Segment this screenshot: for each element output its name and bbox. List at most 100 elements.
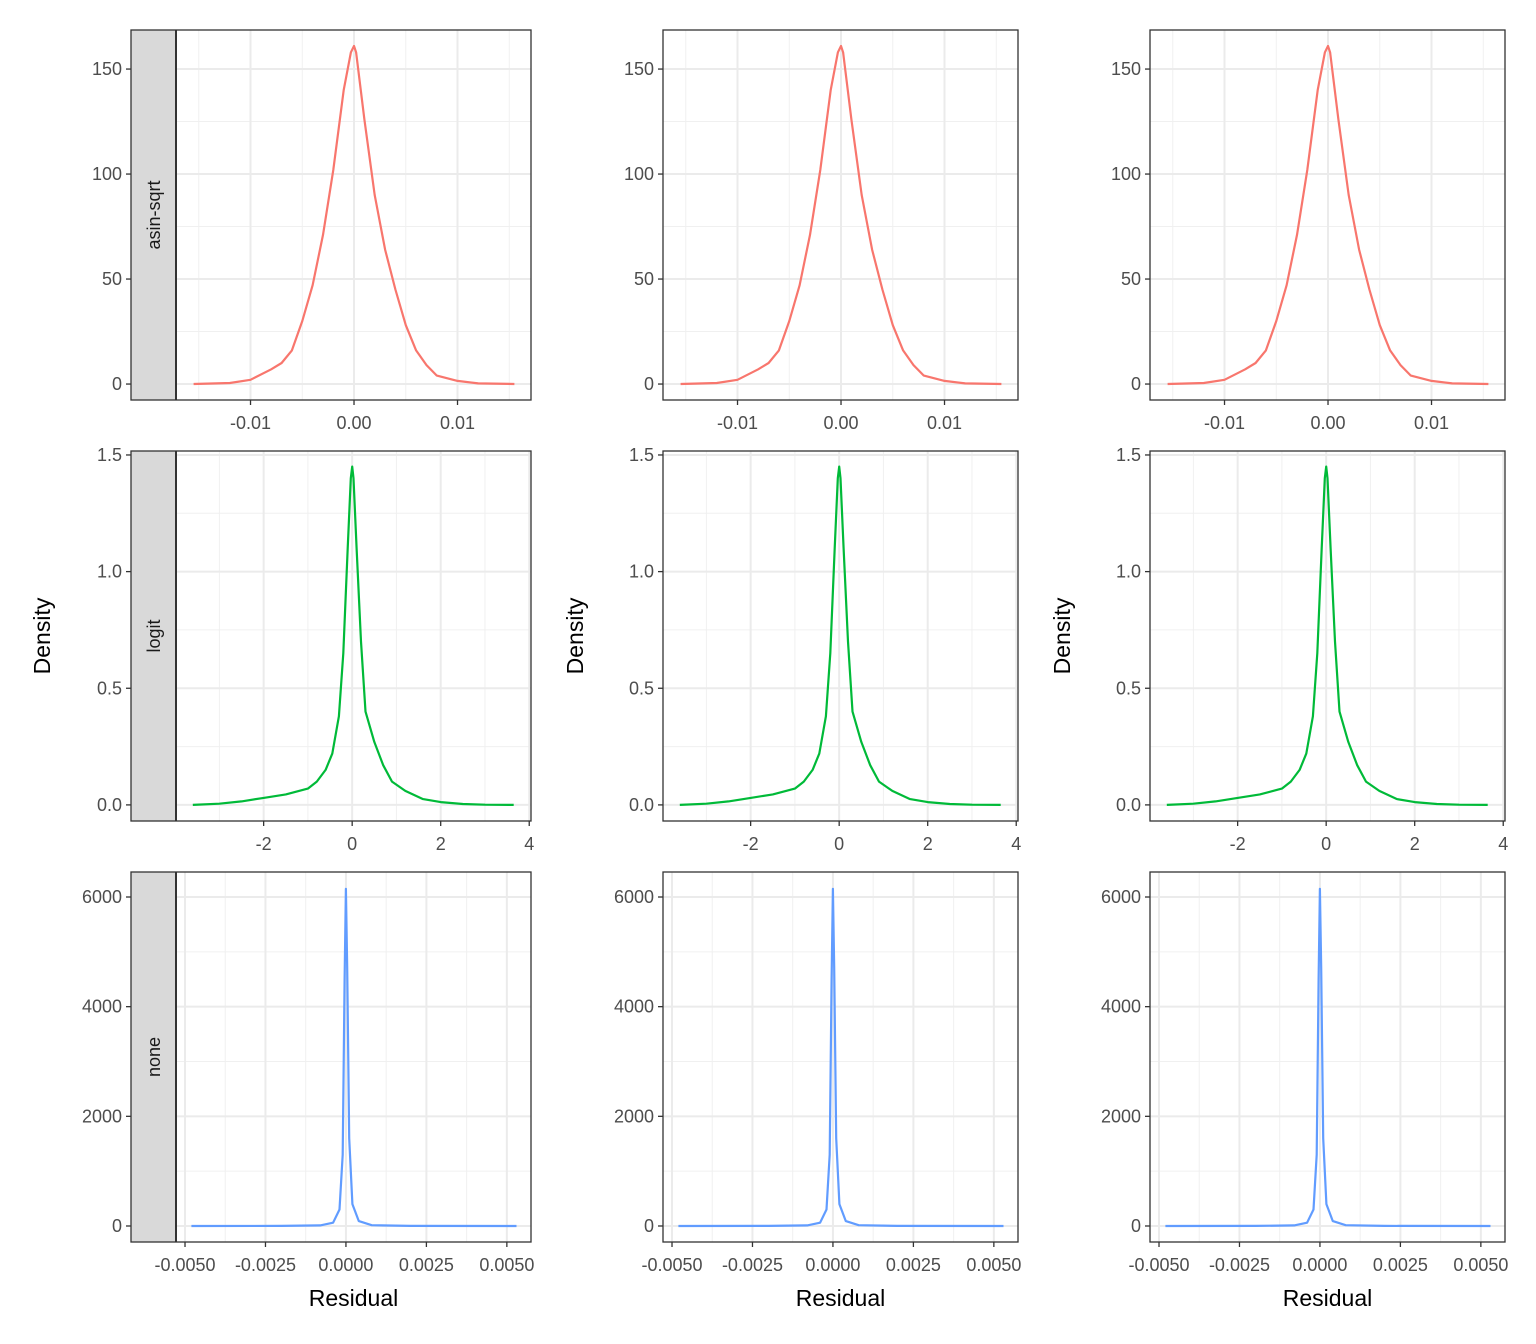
y-tick-label: 2000	[614, 1106, 654, 1126]
panel-background	[131, 872, 531, 1242]
y-tick-label: 2000	[1101, 1106, 1141, 1126]
x-tick-label: -0.01	[717, 413, 758, 433]
y-tick-label: 1.5	[629, 445, 654, 465]
panel-border	[1149, 450, 1506, 822]
x-tick-label: 4	[1498, 834, 1508, 854]
y-tick-label: 100	[92, 164, 122, 184]
y-tick-label: 4000	[614, 997, 654, 1017]
y-tick-label: 2000	[82, 1106, 122, 1126]
facet-strip	[131, 872, 176, 1242]
density-line-logit	[192, 465, 514, 806]
y-tick-label: 100	[1111, 164, 1141, 184]
panel-none-col1: none 0 2000 4000 6000 -0.0050 -0.0025 0.0000 0.0…	[82, 871, 534, 1311]
density-line-asin-sqrt	[1167, 44, 1489, 386]
panel-background	[1150, 872, 1505, 1242]
y-tick-label: 0	[1131, 1216, 1141, 1236]
y-tick-label: 0.0	[97, 795, 122, 815]
x-tick-label: -2	[256, 834, 272, 854]
density-line-none	[1165, 887, 1491, 1228]
y-tick-label: 1.5	[97, 445, 122, 465]
y-tick-label: 0.5	[629, 678, 654, 698]
x-tick-label: 2	[1410, 834, 1420, 854]
panel-border	[662, 871, 1019, 1243]
y-axis-title: Density	[1049, 597, 1075, 674]
x-tick-label: 0.00	[823, 413, 858, 433]
density-line-asin-sqrt	[680, 44, 1002, 386]
panel-none-col2: 0 2000 4000 6000 -0.0050 -0.0025 0.0000 0.0025 0…	[614, 871, 1021, 1311]
facet-strip	[131, 451, 176, 821]
x-axis-title: Residual	[309, 1285, 399, 1311]
x-tick-label: -0.0025	[1209, 1255, 1270, 1275]
x-tick-label: -0.01	[1204, 413, 1245, 433]
y-tick-label: 50	[634, 269, 654, 289]
panel-border	[130, 29, 532, 401]
x-tick-label: 0.0025	[886, 1255, 941, 1275]
panel-border	[130, 450, 532, 822]
x-tick-label: -0.0050	[154, 1255, 215, 1275]
y-tick-label: 0	[644, 374, 654, 394]
y-tick-label: 50	[1121, 269, 1141, 289]
y-tick-label: 6000	[82, 887, 122, 907]
y-tick-label: 1.0	[1116, 562, 1141, 582]
x-tick-label: 0.0025	[399, 1255, 454, 1275]
panel-logit-col1: logit 0.0 0.5 1.0 1.5 -2 0 2 4 Density	[29, 445, 534, 854]
facet-strip-label: asin-sqrt	[144, 180, 164, 249]
density-line-logit	[679, 465, 1001, 806]
panel-asin-sqrt-col2: 0 50 100 150 -0.01 0.00 0.01	[624, 29, 1019, 433]
x-tick-label: -2	[743, 834, 759, 854]
x-tick-label: 0	[1321, 834, 1331, 854]
y-tick-label: 0.0	[1116, 795, 1141, 815]
panel-border	[1149, 871, 1506, 1243]
y-tick-label: 4000	[82, 997, 122, 1017]
x-tick-label: -0.0025	[722, 1255, 783, 1275]
panel-border	[130, 871, 532, 1243]
y-tick-label: 0	[112, 1216, 122, 1236]
y-tick-label: 6000	[1101, 887, 1141, 907]
facet-strip-label: none	[144, 1037, 164, 1077]
y-tick-label: 1.5	[1116, 445, 1141, 465]
panel-logit-col2: 0.0 0.5 1.0 1.5 -2 0 2 4 Density	[562, 445, 1021, 854]
x-tick-label: 0.0050	[479, 1255, 534, 1275]
x-tick-label: 0.00	[336, 413, 371, 433]
x-tick-label: 0.0000	[805, 1255, 860, 1275]
x-tick-label: -0.0050	[641, 1255, 702, 1275]
x-tick-label: 0	[834, 834, 844, 854]
x-tick-label: -0.01	[230, 413, 271, 433]
y-tick-label: 1.0	[97, 562, 122, 582]
x-tick-label: 0.0000	[1292, 1255, 1347, 1275]
density-line-none	[191, 887, 517, 1228]
y-tick-label: 6000	[614, 887, 654, 907]
x-tick-label: 2	[923, 834, 933, 854]
x-tick-label: 0	[347, 834, 357, 854]
y-tick-label: 50	[102, 269, 122, 289]
panel-logit-col3: 0.0 0.5 1.0 1.5 -2 0 2 4 Density	[1049, 445, 1508, 854]
x-tick-label: 0.01	[440, 413, 475, 433]
x-tick-label: 4	[1011, 834, 1021, 854]
x-tick-label: -0.0050	[1128, 1255, 1189, 1275]
facet-strip	[131, 30, 176, 400]
x-tick-label: 0.01	[927, 413, 962, 433]
density-line-none	[678, 887, 1004, 1228]
x-tick-label: 0.0000	[318, 1255, 373, 1275]
panel-asin-sqrt-col1: asin-sqrt 0 50 100 150 -0.01 0.00 0.01	[92, 29, 532, 433]
y-tick-label: 0.5	[97, 678, 122, 698]
y-tick-label: 150	[1111, 59, 1141, 79]
y-tick-label: 1.0	[629, 562, 654, 582]
panel-background	[131, 30, 531, 400]
x-tick-label: -2	[1230, 834, 1246, 854]
y-tick-label: 0	[644, 1216, 654, 1236]
x-axis-title: Residual	[796, 1285, 886, 1311]
x-axis-title: Residual	[1283, 1285, 1373, 1311]
x-tick-label: 0.0050	[1453, 1255, 1508, 1275]
y-axis-title: Density	[562, 597, 588, 674]
x-tick-label: 4	[524, 834, 534, 854]
density-line-asin-sqrt	[193, 44, 515, 386]
y-tick-label: 100	[624, 164, 654, 184]
y-tick-label: 4000	[1101, 997, 1141, 1017]
panel-border	[662, 450, 1019, 822]
x-tick-label: 0.0025	[1373, 1255, 1428, 1275]
panel-background	[663, 872, 1018, 1242]
x-tick-label: 0.00	[1310, 413, 1345, 433]
